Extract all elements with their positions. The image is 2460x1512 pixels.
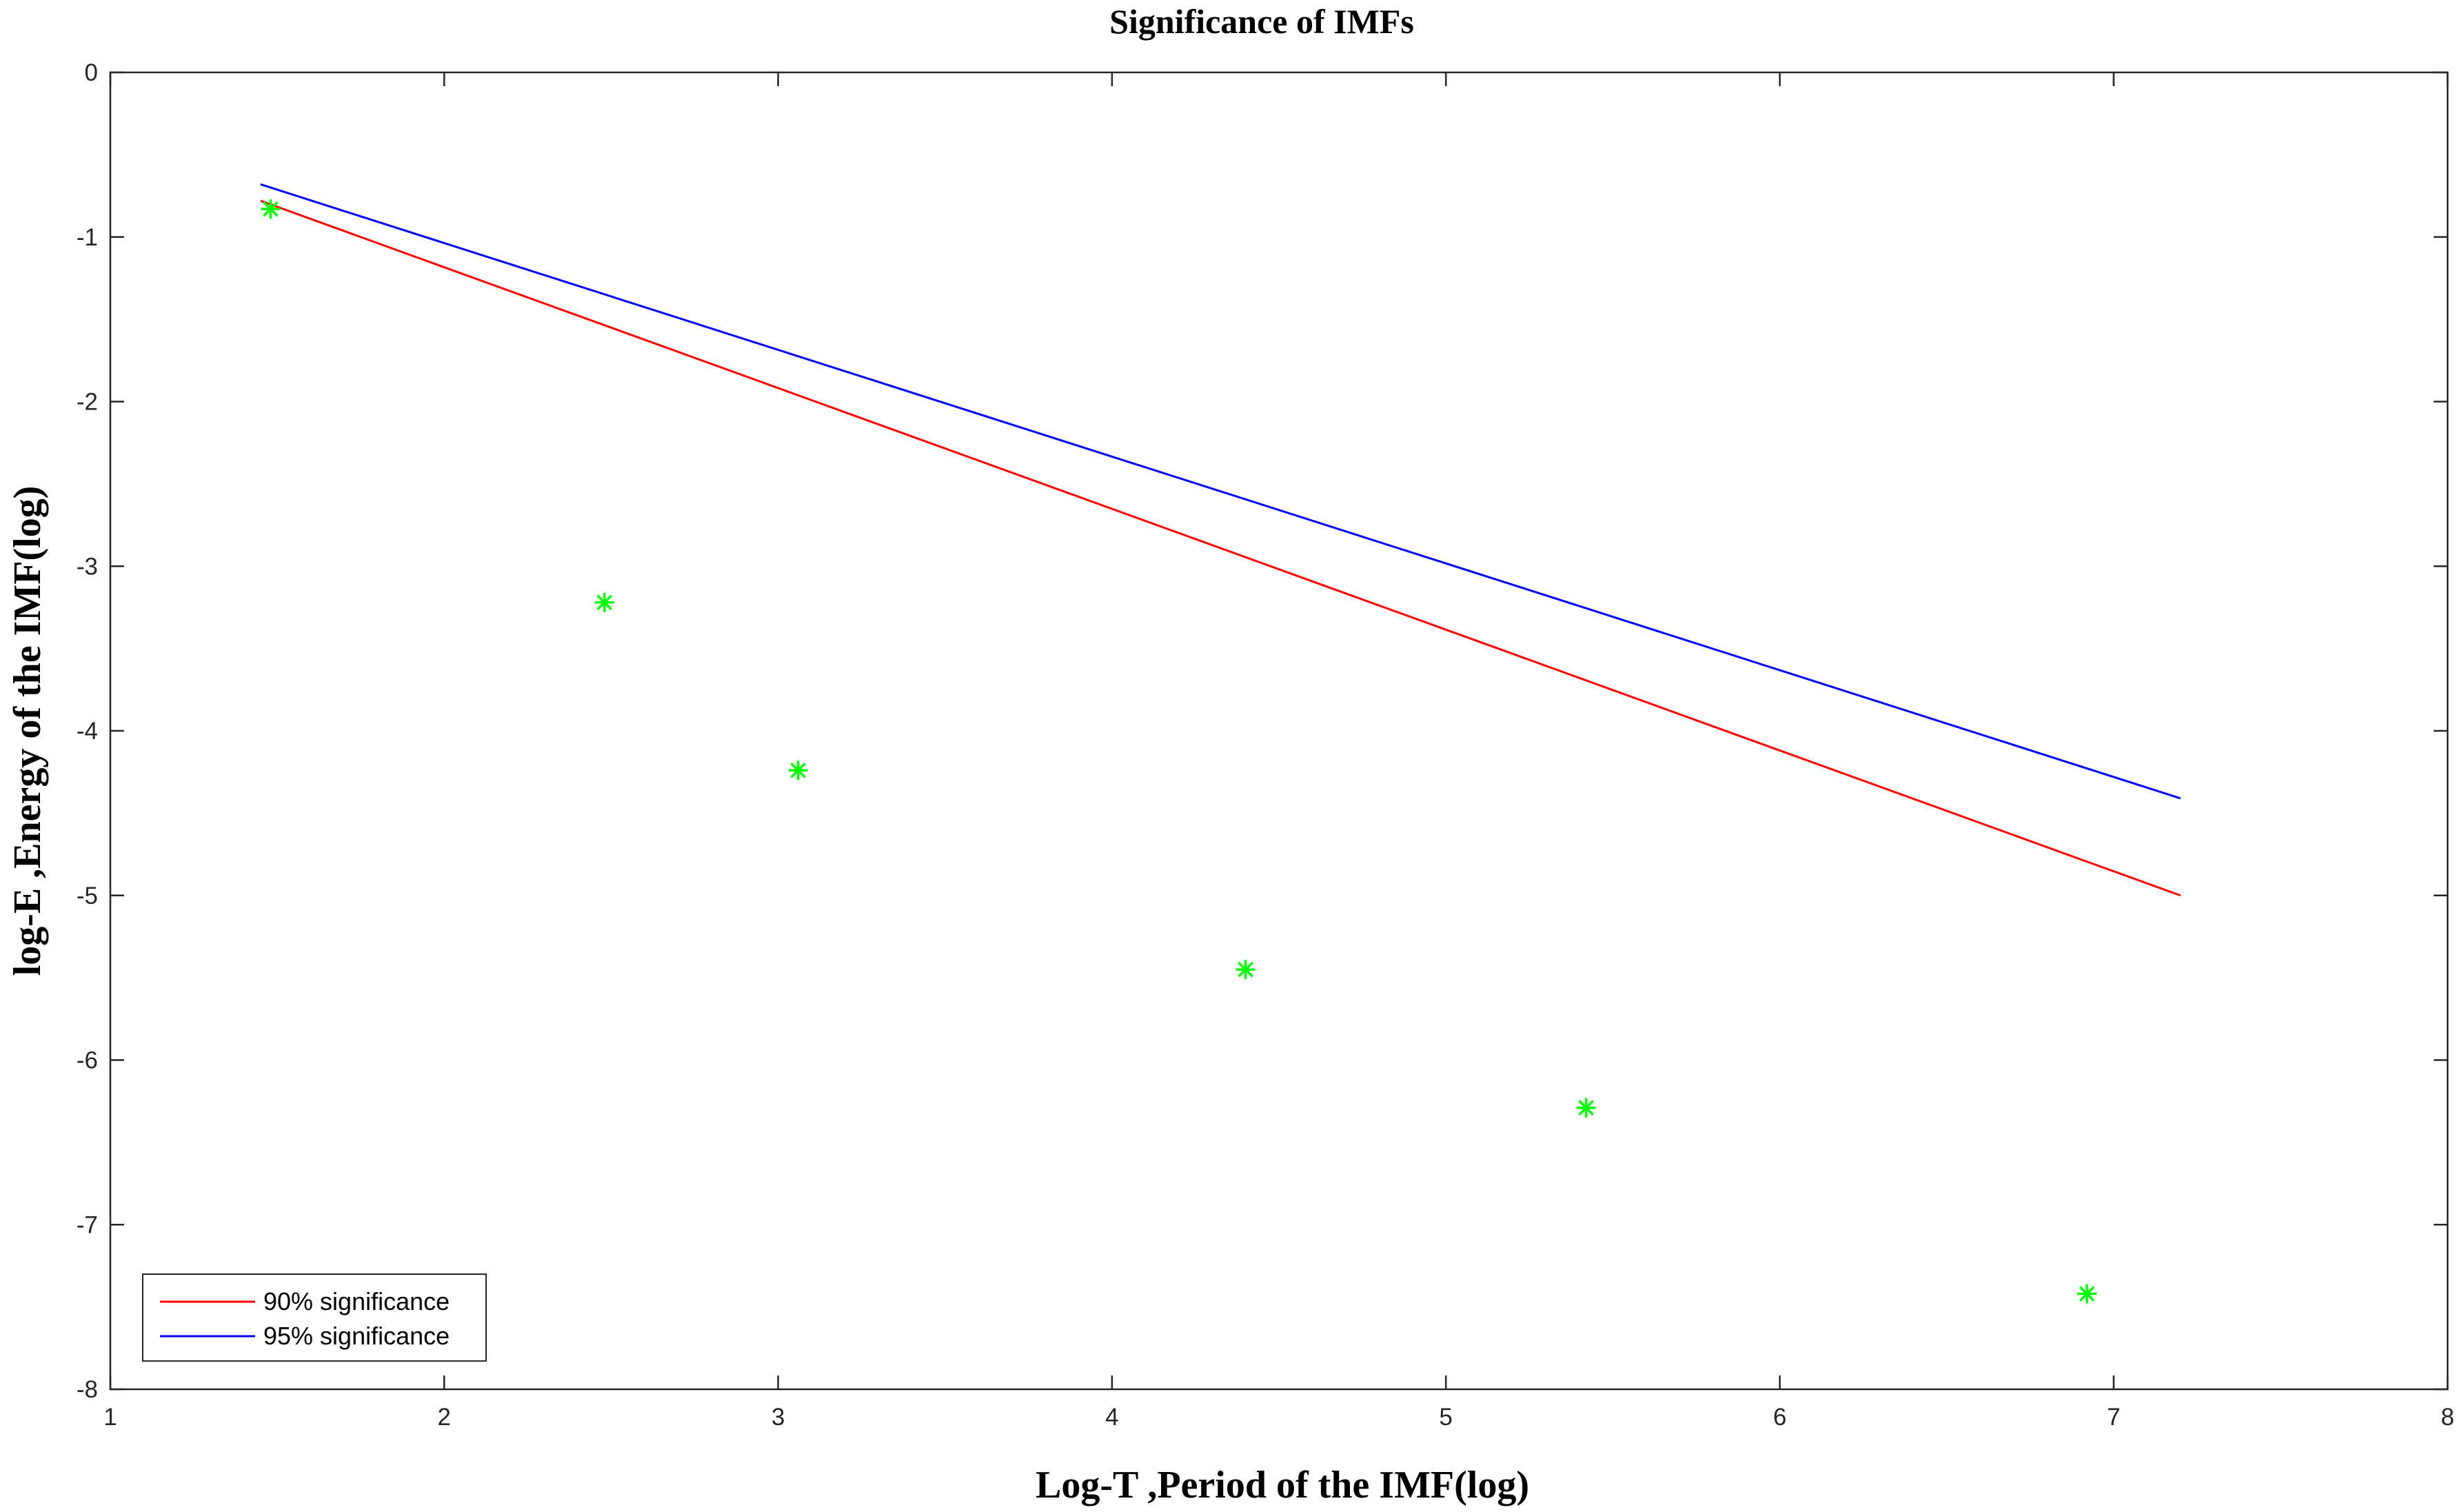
y-tick-label-5: -5 bbox=[77, 883, 98, 909]
data-point-0 bbox=[261, 199, 281, 219]
x-tick-label-3: 4 bbox=[1105, 1404, 1118, 1431]
x-tick-label-6: 7 bbox=[2107, 1404, 2120, 1431]
series-layer bbox=[260, 183, 2181, 1304]
x-tick-label-2: 3 bbox=[772, 1404, 785, 1431]
y-tick-label-7: -7 bbox=[77, 1211, 98, 1238]
y-tick-label-1: -1 bbox=[77, 224, 98, 251]
y-tick-label-6: -6 bbox=[77, 1047, 98, 1074]
y-tick-label-0: 0 bbox=[85, 59, 98, 86]
x-tick-label-0: 1 bbox=[103, 1404, 117, 1431]
x-tick-label-4: 5 bbox=[1439, 1404, 1452, 1431]
chart-title: Significance of IMFs bbox=[1109, 2, 1414, 41]
data-point-1 bbox=[594, 592, 614, 612]
x-tick-label-1: 2 bbox=[438, 1404, 451, 1431]
legend-label-95: 95% significance bbox=[263, 1322, 450, 1350]
series-line-1 bbox=[260, 183, 2181, 800]
y-tick-label-4: -4 bbox=[77, 718, 98, 745]
tick-labels: 1 2 3 4 5 6 7 8 0 -1 -2 -3 -4 -5 -6 -7 -8 bbox=[77, 59, 2454, 1431]
y-tick-label-2: -2 bbox=[77, 389, 98, 416]
data-point-3 bbox=[1236, 960, 1256, 980]
axis-ticks bbox=[109, 71, 2449, 1391]
series-line-0 bbox=[260, 199, 2181, 897]
y-tick-label-8: -8 bbox=[77, 1376, 98, 1403]
legend-label-90: 90% significance bbox=[263, 1287, 450, 1316]
data-point-4 bbox=[1576, 1098, 1596, 1118]
x-tick-label-7: 8 bbox=[2441, 1404, 2454, 1431]
x-tick-label-5: 6 bbox=[1773, 1404, 1786, 1431]
y-axis-label: log-E ,Energy of the IMF(log) bbox=[6, 486, 49, 976]
plot-area bbox=[109, 71, 2449, 1391]
legend-box bbox=[142, 1273, 487, 1362]
data-point-2 bbox=[788, 760, 808, 780]
x-axis-label: Log-T ,Period of the IMF(log) bbox=[1036, 1464, 1529, 1506]
legend: 90% significance 95% significance bbox=[142, 1273, 487, 1362]
data-point-5 bbox=[2077, 1284, 2097, 1304]
y-tick-label-3: -3 bbox=[77, 553, 98, 580]
